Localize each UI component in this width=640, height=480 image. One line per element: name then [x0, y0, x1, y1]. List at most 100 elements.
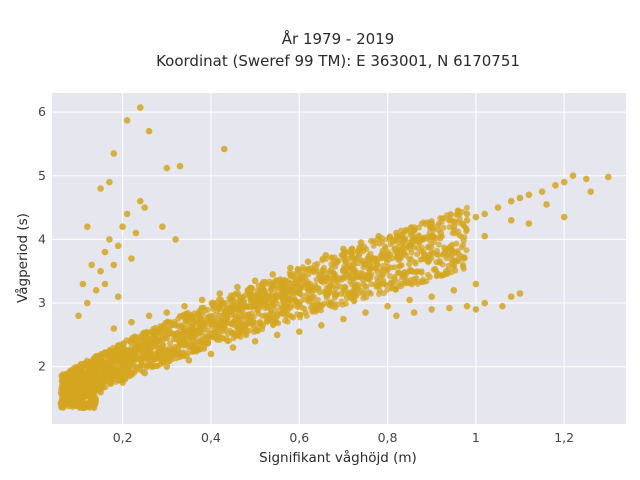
data-point: [163, 164, 171, 172]
data-point: [71, 373, 78, 380]
data-point: [224, 331, 231, 338]
data-point: [207, 330, 214, 337]
data-point: [370, 242, 377, 249]
data-point: [145, 312, 153, 320]
data-point: [119, 223, 126, 230]
data-point: [393, 248, 400, 256]
data-point: [154, 338, 162, 345]
data-point: [374, 275, 381, 281]
data-point: [379, 263, 386, 269]
data-point: [333, 282, 340, 289]
data-point: [198, 296, 206, 304]
data-point: [92, 364, 99, 371]
data-point: [362, 261, 369, 269]
data-point: [216, 290, 224, 297]
data-point: [507, 197, 515, 205]
data-point: [308, 289, 315, 296]
data-point: [538, 188, 546, 195]
data-point: [356, 250, 363, 257]
data-point: [384, 266, 391, 273]
data-point: [241, 321, 248, 328]
data-point: [220, 145, 228, 153]
data-point: [269, 292, 275, 299]
data-point: [287, 280, 294, 287]
data-point: [312, 306, 319, 312]
data-point: [244, 288, 251, 295]
data-point: [120, 340, 127, 346]
data-point: [257, 319, 264, 325]
x-tick-label: 0,8: [378, 430, 398, 445]
data-point: [384, 302, 391, 310]
data-point: [172, 236, 179, 243]
data-point: [223, 317, 230, 324]
data-point: [243, 332, 250, 339]
data-point: [494, 204, 502, 211]
data-point: [199, 304, 205, 311]
data-point: [273, 331, 281, 339]
data-point: [128, 318, 135, 326]
data-point: [84, 223, 91, 230]
data-point: [301, 266, 308, 273]
data-point: [224, 304, 230, 311]
data-point: [403, 226, 409, 233]
data-point: [145, 354, 151, 361]
data-point: [170, 322, 177, 328]
data-point: [446, 304, 453, 312]
data-point: [360, 295, 367, 302]
data-point: [184, 350, 191, 357]
data-point: [243, 302, 250, 310]
data-point: [216, 337, 223, 343]
data-point: [131, 333, 138, 340]
data-point: [507, 217, 515, 224]
data-point: [348, 264, 356, 272]
data-point: [296, 290, 303, 297]
data-point: [409, 237, 416, 243]
data-point: [101, 280, 109, 288]
data-point: [338, 298, 345, 305]
data-point: [141, 330, 148, 337]
data-point: [84, 357, 90, 364]
data-point: [516, 290, 524, 297]
data-point: [267, 287, 274, 294]
data-point: [88, 382, 95, 390]
data-point: [327, 282, 334, 289]
data-point: [361, 283, 368, 290]
data-point: [450, 247, 456, 254]
data-point: [114, 242, 122, 250]
data-point: [332, 277, 338, 284]
data-point: [455, 250, 462, 257]
data-point: [234, 306, 241, 313]
data-point: [198, 327, 205, 333]
data-point: [185, 344, 192, 351]
data-point: [323, 269, 330, 276]
chart-title-line-2: Koordinat (Sweref 99 TM): E 363001, N 61…: [156, 52, 520, 70]
data-point: [97, 267, 104, 275]
data-point: [86, 364, 93, 371]
data-point: [108, 379, 115, 386]
data-point: [290, 271, 297, 278]
data-point: [560, 178, 568, 186]
data-point: [418, 269, 425, 276]
data-point: [110, 261, 118, 269]
data-point: [460, 261, 466, 268]
data-point: [66, 381, 73, 388]
data-point: [132, 356, 139, 362]
data-point: [437, 235, 444, 242]
data-point: [101, 369, 109, 377]
data-point: [137, 344, 144, 351]
data-point: [428, 306, 436, 313]
data-point: [199, 311, 206, 318]
data-point: [389, 285, 396, 292]
data-point: [123, 117, 131, 124]
data-point: [77, 365, 84, 372]
data-point: [97, 376, 104, 383]
data-point: [342, 283, 348, 290]
data-point: [431, 239, 437, 245]
data-point: [282, 291, 289, 298]
data-point: [57, 400, 65, 407]
data-point: [399, 239, 406, 246]
data-point: [147, 328, 154, 335]
data-point: [105, 349, 112, 356]
